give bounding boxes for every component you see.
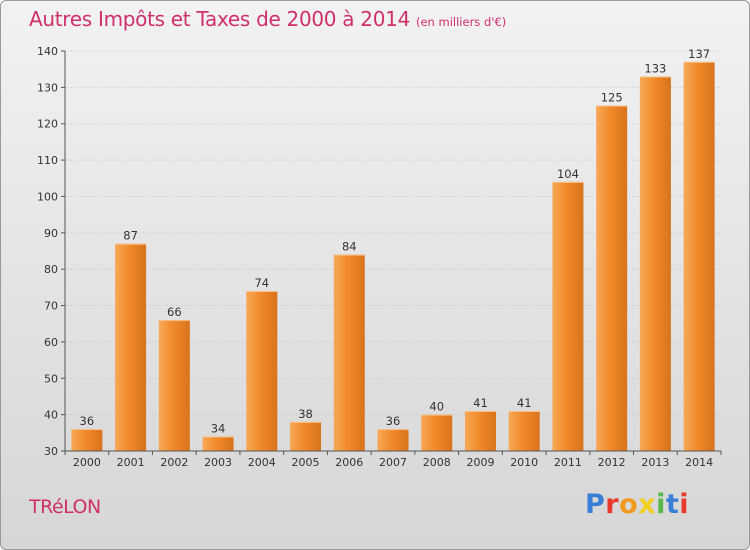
logo-letter: i — [679, 489, 690, 520]
x-tick-label: 2008 — [423, 456, 451, 469]
x-tick-label: 2012 — [598, 456, 626, 469]
x-tick-label: 2001 — [117, 456, 145, 469]
x-tick-label: 2005 — [292, 456, 320, 469]
y-tick-label: 120 — [37, 118, 58, 131]
data-label: 41 — [473, 396, 488, 410]
bar-2013 — [639, 76, 671, 452]
x-tick-label: 2011 — [554, 456, 582, 469]
y-tick-label: 110 — [37, 154, 58, 167]
data-label: 87 — [123, 229, 138, 243]
x-tick-label: 2009 — [466, 456, 494, 469]
y-axis: 30 40 50 60 70 80 90 100 110 120 130 140 — [37, 45, 66, 458]
bar-2005 — [290, 421, 322, 451]
bar-2006 — [333, 254, 365, 451]
logo-letter: i — [656, 489, 666, 520]
x-tick-label: 2002 — [160, 456, 188, 469]
y-tick-label: 80 — [44, 263, 58, 276]
bar-2014 — [683, 61, 715, 452]
x-tick-label: 2000 — [73, 456, 101, 469]
data-label: 137 — [688, 47, 710, 61]
x-tick-label: 2006 — [335, 456, 363, 469]
data-label: 74 — [254, 276, 269, 290]
data-label: 104 — [557, 167, 579, 181]
bar-2007 — [377, 429, 409, 451]
x-tick-label: 2004 — [248, 456, 276, 469]
bar-2008 — [421, 414, 453, 451]
x-tick-label: 2003 — [204, 456, 232, 469]
bar-2001 — [115, 243, 147, 451]
x-tick-label: 2010 — [510, 456, 538, 469]
logo-letter: r — [605, 489, 620, 520]
bar-2010 — [508, 411, 540, 451]
chart-title: Autres Impôts et Taxes de 2000 à 2014 (en… — [29, 7, 506, 31]
data-label: 34 — [211, 421, 226, 435]
bar-2002 — [158, 320, 190, 451]
y-tick-label: 30 — [44, 445, 58, 458]
y-tick-label: 70 — [44, 300, 58, 313]
data-label: 41 — [517, 396, 532, 410]
bar-2011 — [552, 181, 584, 451]
logo-letter: x — [638, 489, 657, 520]
logo-letter: t — [665, 489, 680, 520]
data-label: 125 — [601, 91, 623, 105]
town-name: TRéLON — [29, 496, 101, 518]
bar-2000 — [71, 429, 103, 451]
data-label: 66 — [167, 305, 182, 319]
data-label: 38 — [298, 407, 313, 421]
data-label: 36 — [80, 414, 95, 428]
x-tick-label: 2013 — [641, 456, 669, 469]
y-tick-label: 50 — [44, 372, 58, 385]
data-labels: 36 87 66 34 74 38 84 36 40 41 41 104 125 133 137 — [80, 47, 711, 436]
bar-2012 — [596, 105, 628, 451]
y-tick-label: 140 — [37, 45, 58, 58]
data-label: 36 — [386, 414, 401, 428]
data-label: 84 — [342, 240, 357, 254]
bar-2003 — [202, 436, 234, 451]
x-tick-label: 2014 — [685, 456, 713, 469]
y-tick-label: 100 — [37, 190, 58, 203]
logo-letter: o — [619, 489, 639, 520]
logo-letter: P — [585, 489, 606, 520]
y-tick-label: 40 — [44, 409, 58, 422]
bars — [71, 61, 715, 452]
x-tick-label: 2007 — [379, 456, 407, 469]
y-tick-label: 60 — [44, 336, 58, 349]
proxiti-logo: Proxiti — [585, 489, 689, 520]
y-tick-label: 90 — [44, 227, 58, 240]
chart-subtitle: (en milliers d'€) — [416, 15, 507, 29]
y-tick-label: 130 — [37, 81, 58, 94]
data-label: 133 — [644, 61, 666, 75]
x-axis: 2000 2001 2002 2003 2004 2005 2006 2007 2008 2009… — [64, 450, 722, 469]
chart-title-text: Autres Impôts et Taxes de 2000 à 2014 — [29, 7, 410, 31]
bar-2009 — [464, 411, 496, 451]
data-label: 40 — [429, 400, 444, 414]
bar-2004 — [246, 291, 278, 451]
